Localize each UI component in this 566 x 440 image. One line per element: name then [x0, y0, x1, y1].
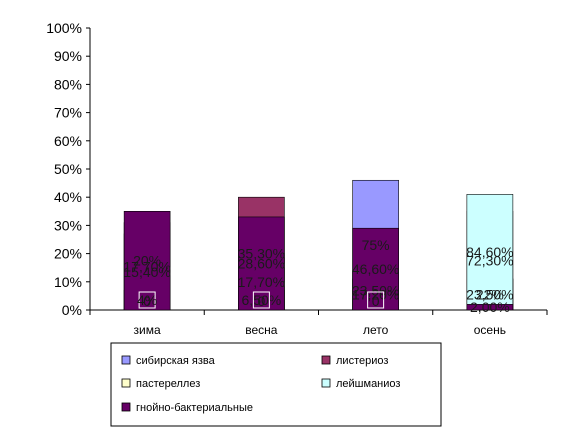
data-label: 0 — [257, 293, 265, 309]
y-tick-label: 20% — [54, 246, 82, 262]
data-label: 20% — [133, 253, 161, 269]
y-axis: 0% 10% 20% 30% 40% 50% 60% 70% 80% 90% 100% — [46, 20, 91, 318]
data-label: 22% — [476, 286, 504, 302]
legend-label: гнойно-бактериальные — [136, 402, 253, 414]
bar-segment — [238, 216, 285, 311]
y-tick-label: 70% — [54, 105, 82, 121]
y-tick-label: 30% — [54, 217, 82, 233]
y-tick-label: 40% — [54, 189, 82, 205]
data-label: 23,50% — [352, 282, 399, 298]
data-label: 4% — [137, 292, 157, 308]
legend-label: пастереллез — [136, 378, 200, 390]
data-label: 6,50% — [242, 292, 282, 308]
legend-swatch — [121, 355, 131, 365]
legend-label: лейшманиоз — [336, 378, 400, 390]
y-tick-label: 90% — [54, 48, 82, 64]
zero-label-box — [138, 291, 156, 309]
data-label: 35,30% — [238, 246, 285, 262]
data-label: 15,40% — [123, 264, 170, 280]
legend-swatch — [121, 402, 131, 412]
legend-label: сибирская язва — [136, 355, 216, 367]
x-tick-label: осень — [474, 323, 506, 337]
x-tick-label: лето — [363, 323, 389, 337]
y-tick-label: 80% — [54, 76, 82, 92]
legend: сибирская язва листериоз пастереллез лейшма… — [110, 342, 442, 427]
data-label: 28,60% — [238, 255, 285, 271]
bar-segment — [352, 227, 399, 311]
zero-label-box — [367, 291, 385, 309]
legend-label: листериоз — [336, 355, 388, 367]
bar-segment — [123, 211, 171, 311]
y-tick-label: 50% — [54, 161, 82, 177]
legend-swatch — [321, 378, 331, 388]
x-tick-label: весна — [245, 323, 278, 337]
x-tick-label: зима — [134, 323, 161, 337]
y-tick-label: 100% — [46, 20, 82, 36]
y-tick-label: 10% — [54, 274, 82, 290]
bar-segment — [466, 194, 514, 311]
y-tick-label: 0% — [62, 302, 82, 318]
data-label: 46,60% — [352, 261, 399, 277]
data-label: 2,00% — [470, 299, 510, 315]
data-label: 0 — [143, 293, 151, 309]
legend-swatch — [321, 355, 331, 365]
data-label: 17,70% — [238, 274, 285, 290]
data-label: 72,30% — [466, 253, 513, 269]
data-label: 17,70% — [123, 258, 170, 274]
y-tick-label: 60% — [54, 133, 82, 149]
data-label: 84,60% — [466, 244, 513, 260]
data-label: 0 — [372, 293, 380, 309]
bar-segment — [466, 304, 514, 311]
zero-label-box — [252, 291, 270, 309]
data-labels: 017,70%4%15,40%20%17,70%35,30%6,50%028,6… — [123, 237, 513, 315]
bars — [123, 179, 514, 311]
data-label: 23,50% — [466, 286, 513, 302]
legend-box — [110, 342, 442, 427]
legend-swatch — [121, 378, 131, 388]
data-label: 75% — [362, 237, 390, 253]
data-label: 17,20% — [352, 286, 399, 302]
